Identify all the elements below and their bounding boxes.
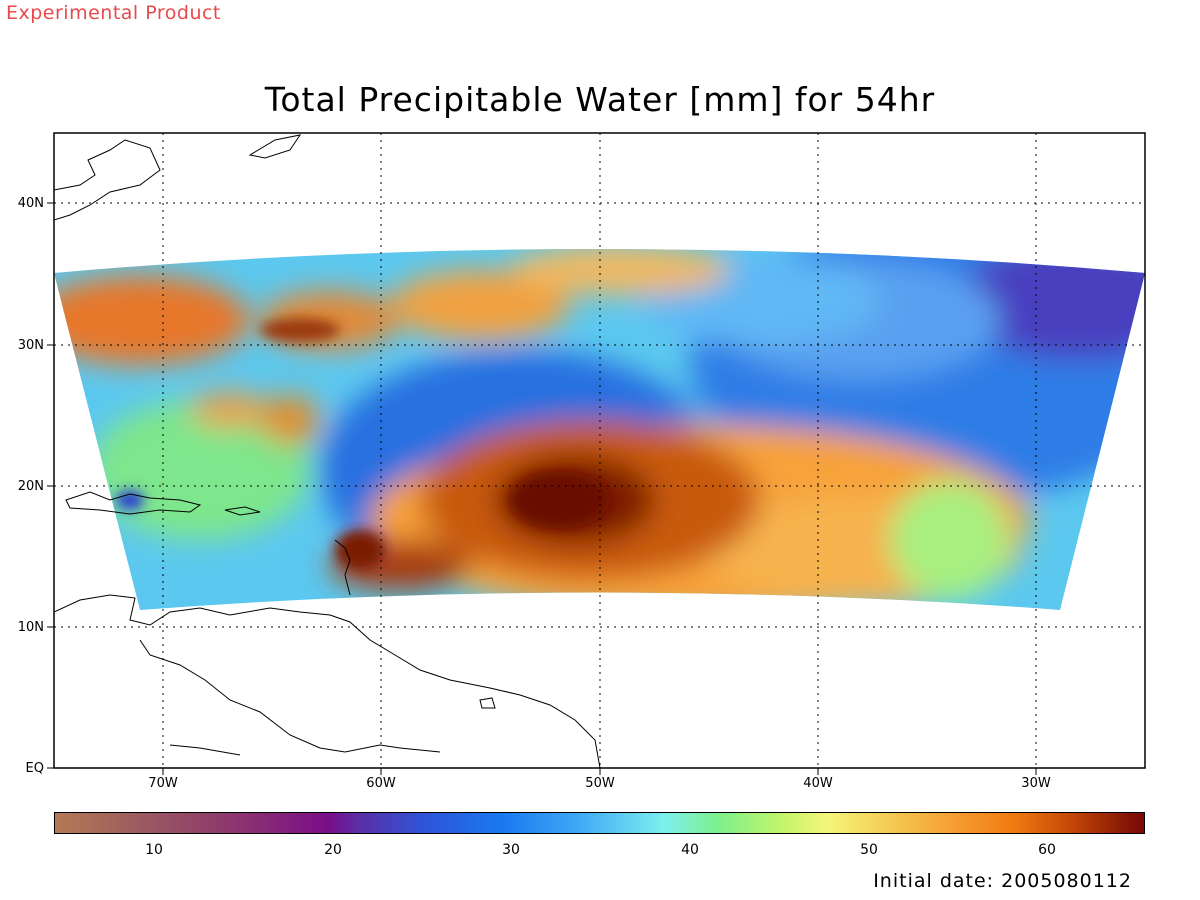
lon-label-60w: 60W: [366, 776, 396, 791]
lat-label-20n: 20N: [17, 479, 44, 494]
colorbar-tick-50: 50: [860, 842, 878, 858]
lat-label-eq: EQ: [25, 761, 44, 776]
lon-label-70w: 70W: [148, 776, 178, 791]
chart-title: Total Precipitable Water [mm] for 54hr: [264, 80, 936, 119]
precipitable-water-field: [54, 249, 1145, 610]
colorbar-tick-10: 10: [145, 842, 163, 858]
lon-label-40w: 40W: [803, 776, 833, 791]
product-label: Experimental Product: [6, 2, 221, 24]
lat-label-40n: 40N: [17, 196, 44, 211]
coastlines: [54, 134, 601, 768]
initial-date: Initial date: 2005080112: [873, 870, 1132, 892]
colorbar-tick-20: 20: [324, 842, 342, 858]
colorbar-tick-60: 60: [1038, 842, 1056, 858]
lat-label-30n: 30N: [17, 338, 44, 353]
lon-label-30w: 30W: [1021, 776, 1051, 791]
colorbar-tick-40: 40: [681, 842, 699, 858]
colorbar: [54, 812, 1145, 834]
graticule: [54, 133, 1145, 768]
lon-label-50w: 50W: [585, 776, 615, 791]
lat-label-10n: 10N: [17, 620, 44, 635]
colorbar-tick-30: 30: [502, 842, 520, 858]
